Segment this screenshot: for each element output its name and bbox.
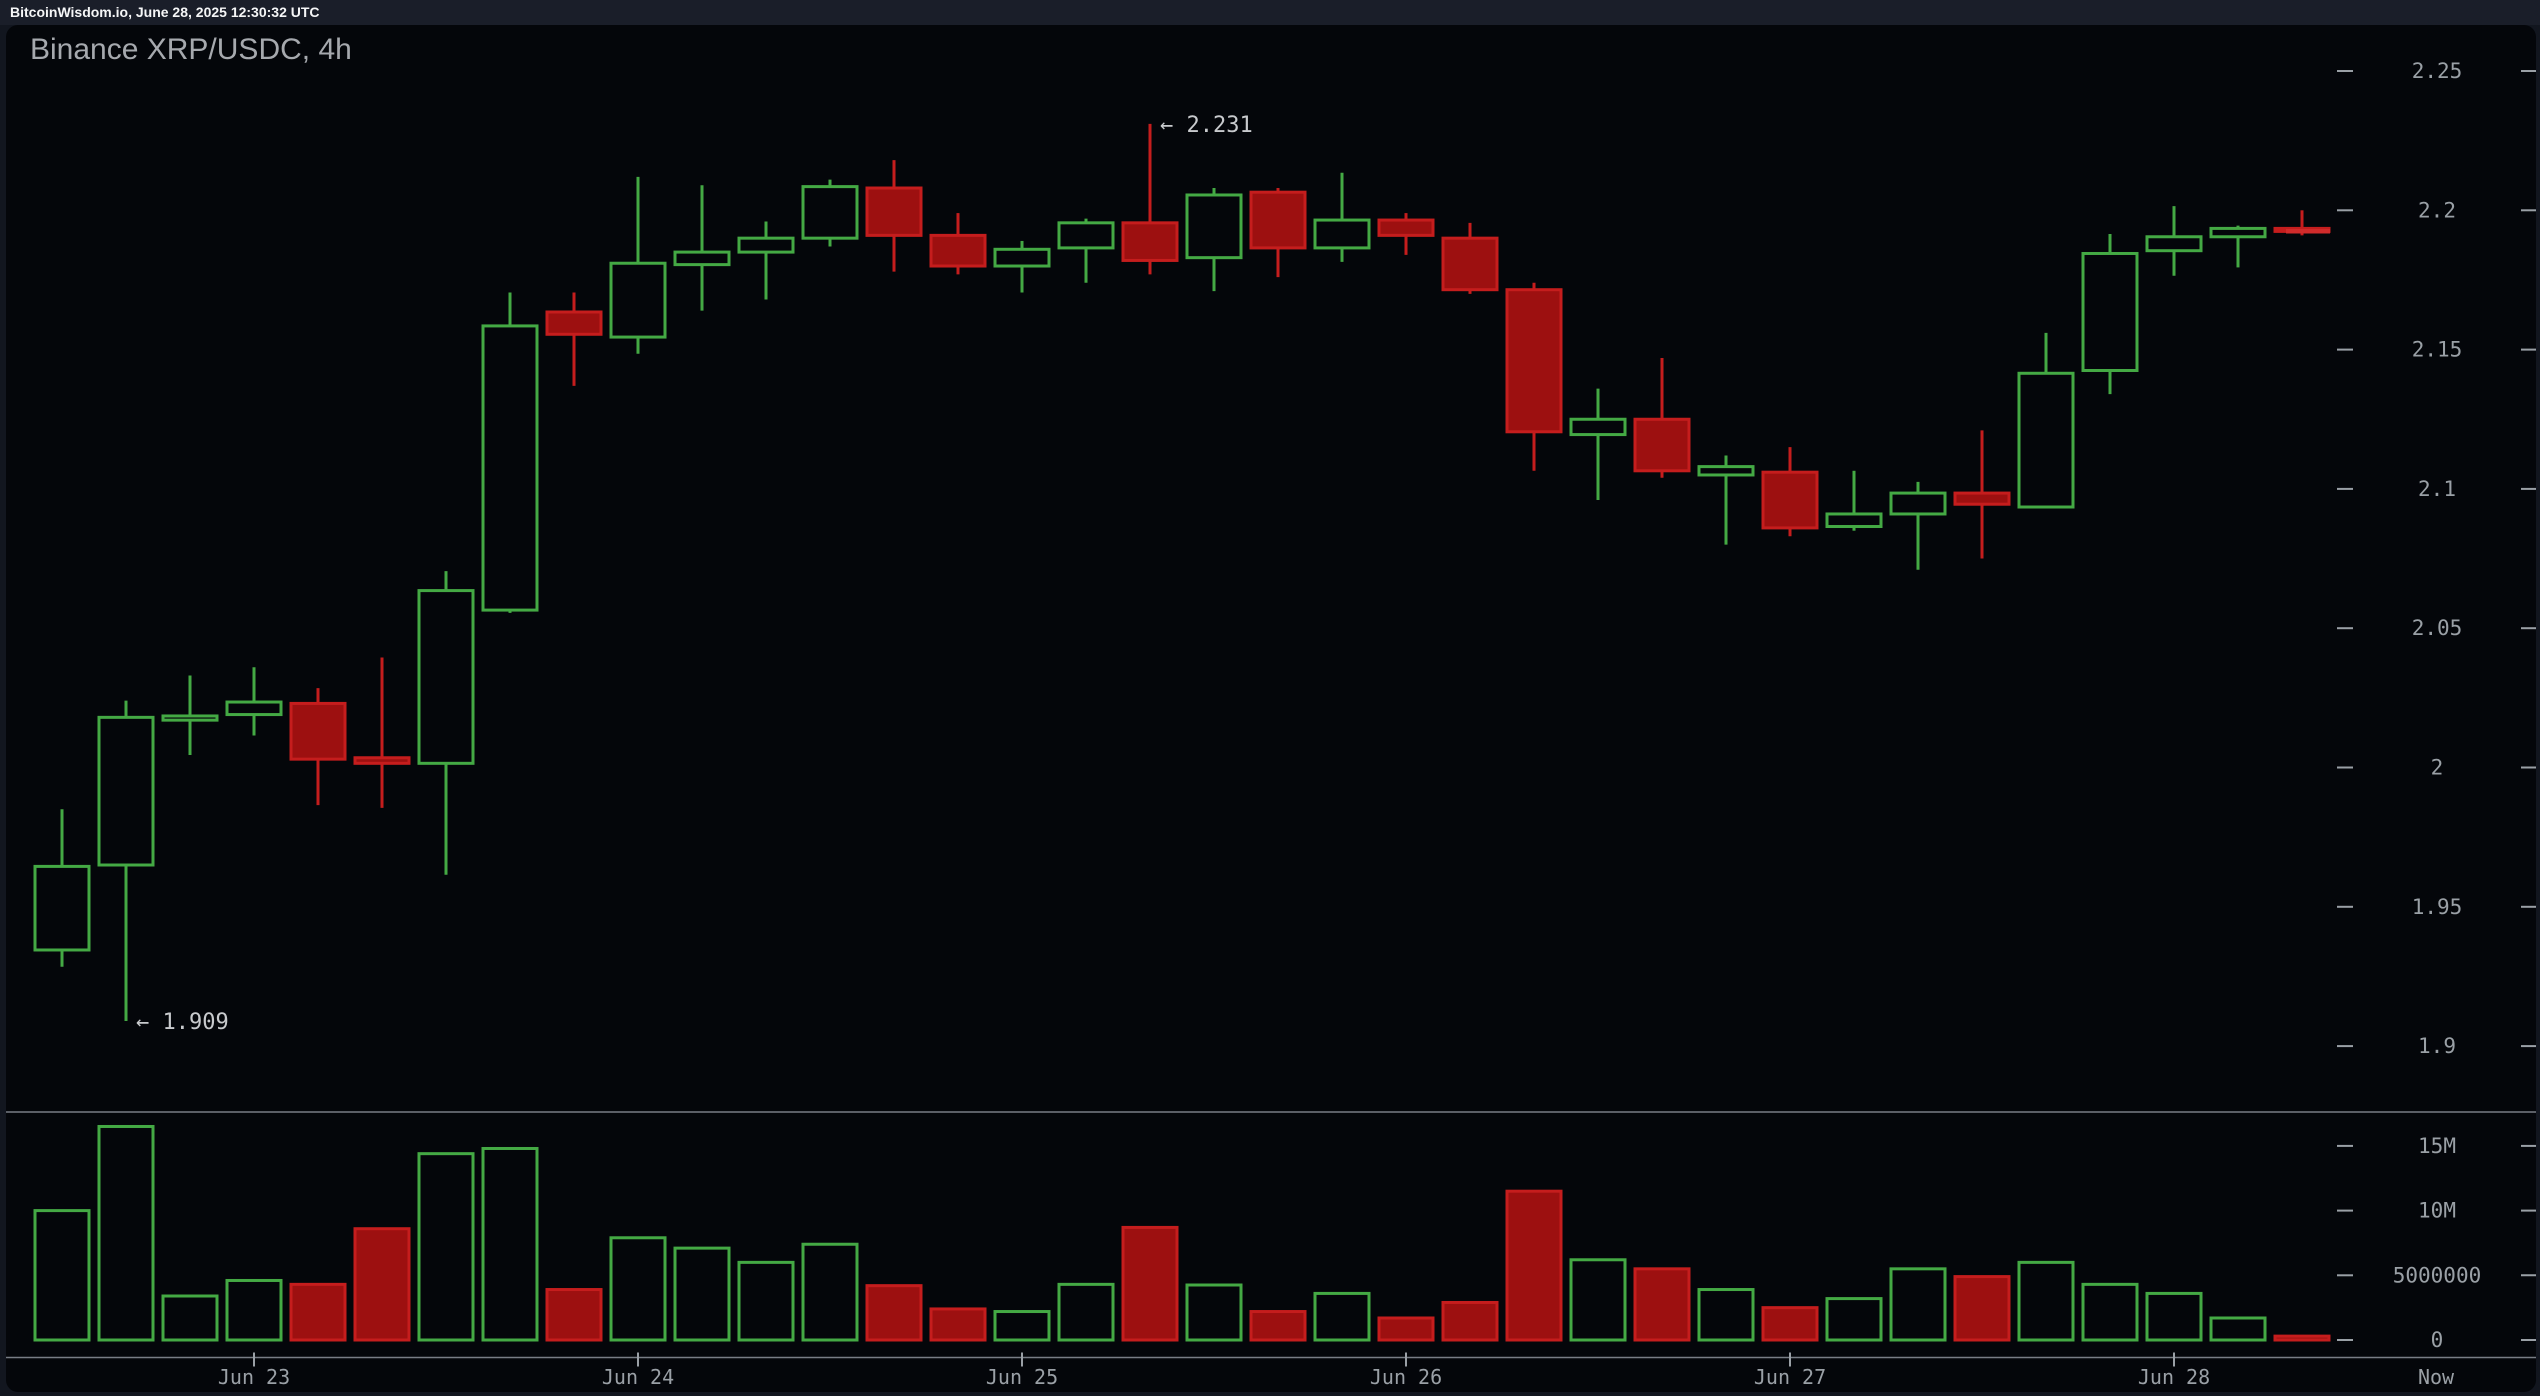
candle-body (1825, 512, 1883, 529)
volume-bar (1249, 1310, 1307, 1342)
x-axis-now-label: Now (2418, 1365, 2455, 1389)
info-bar-text: BitcoinWisdom.io, June 28, 2025 12:30:32… (10, 4, 320, 20)
candle-body (1441, 236, 1499, 292)
volume-bar (1057, 1282, 1115, 1342)
volume-bar (1569, 1258, 1627, 1342)
x-axis-day-label: Jun 24 (602, 1365, 674, 1389)
price-tick-label: 2 (2431, 756, 2444, 780)
volume-bar (2081, 1282, 2139, 1342)
price-annotation: ← 2.231 (1160, 113, 1253, 138)
candle-body (1121, 221, 1179, 262)
volume-bar (1505, 1189, 1563, 1342)
x-axis-day-label: Jun 25 (986, 1365, 1058, 1389)
info-bar: BitcoinWisdom.io, June 28, 2025 12:30:32… (0, 0, 2540, 25)
x-axis-day-label: Jun 26 (1370, 1365, 1442, 1389)
volume-bar (225, 1278, 283, 1342)
candle-body (673, 250, 731, 267)
candle-body (1761, 470, 1819, 530)
candle-body (801, 185, 859, 240)
candle-body (1249, 190, 1307, 250)
candle-body (1697, 465, 1755, 477)
volume-bar (417, 1152, 475, 1342)
candle-body (161, 714, 219, 722)
candle-body (993, 247, 1051, 268)
candle-body (1633, 417, 1691, 473)
price-tick-label: 2.15 (2412, 338, 2463, 362)
candle-body (1057, 221, 1115, 250)
candle-body (1185, 193, 1243, 260)
volume-tick-label: 10M (2418, 1199, 2456, 1223)
candle-body (481, 324, 539, 612)
volume-bar (1825, 1297, 1883, 1342)
candle-body (1889, 491, 1947, 516)
candle-body (353, 756, 411, 765)
volume-bar (1889, 1267, 1947, 1342)
volume-bar (2209, 1316, 2267, 1342)
price-tick-label: 2.1 (2418, 477, 2456, 501)
volume-bar (33, 1209, 91, 1342)
volume-bar (289, 1282, 347, 1342)
x-axis-day-label: Jun 28 (2138, 1365, 2210, 1389)
volume-tick-label: 5000000 (2393, 1263, 2482, 1287)
candle-body (2017, 371, 2075, 509)
volume-bar (545, 1288, 603, 1342)
price-annotation: ← 1.909 (136, 1010, 229, 1035)
candle-body (609, 261, 667, 339)
candle-body (225, 700, 283, 717)
volume-bar (865, 1284, 923, 1342)
candle-body (1377, 218, 1435, 237)
candle-body (865, 186, 923, 237)
volume-bar (1185, 1283, 1243, 1342)
volume-tick-label: 15M (2418, 1134, 2456, 1158)
volume-bar (737, 1260, 795, 1342)
price-chart-area[interactable] (6, 25, 2332, 1112)
candle-body (2145, 235, 2203, 253)
volume-bar (1697, 1288, 1755, 1342)
candle-body (545, 310, 603, 336)
volume-bar (161, 1294, 219, 1342)
candle-body (2209, 226, 2267, 239)
volume-bar (1313, 1291, 1371, 1342)
candle-body (417, 589, 475, 765)
candle-body (1505, 288, 1563, 434)
volume-bar (1633, 1267, 1691, 1342)
candle-body (1569, 417, 1627, 437)
volume-bar (1377, 1316, 1435, 1342)
candle-body (97, 715, 155, 867)
volume-bar (353, 1227, 411, 1342)
chart-canvas: 2.25 2.2 2.15 2.1 2.05 2 1.95 1.9 15M 10M 5000000 0… (6, 25, 2536, 1389)
chart-title: Binance XRP/USDC, 4h (30, 33, 352, 66)
candle-body (33, 864, 91, 952)
chart-panel: 2.25 2.2 2.15 2.1 2.05 2 1.95 1.9 15M 10M 5000000 0… (6, 25, 2536, 1392)
volume-bar (2017, 1260, 2075, 1342)
volume-bar (1953, 1275, 2011, 1342)
candle-body (2081, 251, 2139, 372)
x-axis-day-label: Jun 27 (1754, 1365, 1826, 1389)
candle-body (1953, 491, 2011, 506)
price-tick-label: 2.05 (2412, 616, 2463, 640)
x-axis-day-label: Jun 23 (218, 1365, 290, 1389)
volume-bar (97, 1124, 155, 1342)
volume-bar (1441, 1300, 1499, 1342)
price-tick-label: 1.95 (2412, 895, 2463, 919)
volume-bar (2145, 1291, 2203, 1342)
volume-bar (1121, 1225, 1179, 1342)
volume-bar (929, 1307, 987, 1342)
candle-body (289, 701, 347, 761)
candle-body (929, 233, 987, 268)
volume-bar (609, 1236, 667, 1342)
volume-bar (801, 1242, 859, 1342)
volume-bar (481, 1146, 539, 1342)
candle-body (737, 236, 795, 254)
candle-body (1313, 218, 1371, 250)
volume-tick-label: 0 (2431, 1328, 2444, 1352)
price-tick-label: 1.9 (2418, 1034, 2456, 1058)
volume-bar (1761, 1306, 1819, 1342)
price-tick-label: 2.25 (2412, 59, 2463, 83)
volume-bar (2273, 1334, 2331, 1342)
volume-bar (673, 1246, 731, 1342)
volume-bar (993, 1310, 1051, 1342)
price-tick-label: 2.2 (2418, 198, 2456, 222)
